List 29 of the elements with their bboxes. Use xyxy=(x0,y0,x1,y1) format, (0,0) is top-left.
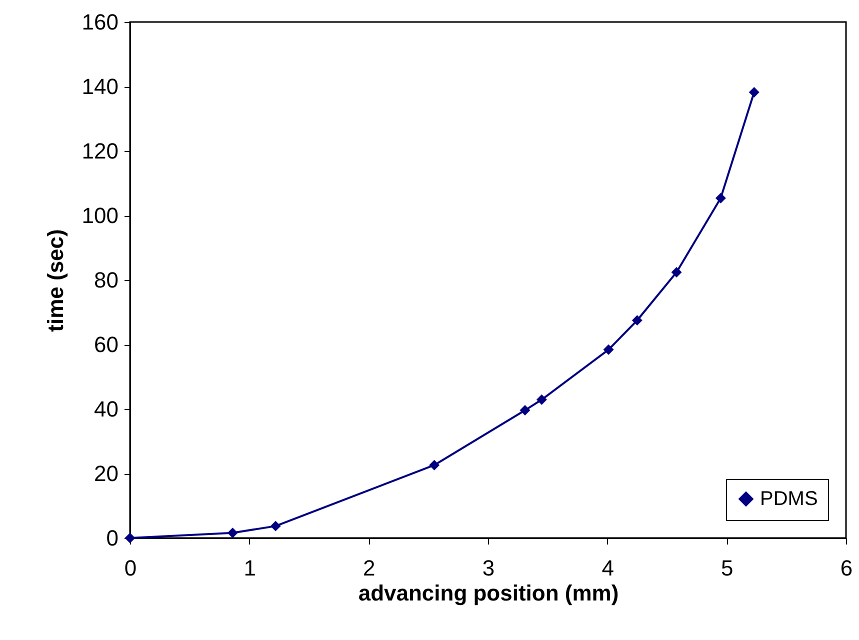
point xyxy=(603,344,614,355)
y-axis-title: time (sec) xyxy=(42,229,68,332)
y-tick-label: 20 xyxy=(94,461,118,486)
point xyxy=(748,87,760,98)
y-tick-label: 160 xyxy=(82,10,118,34)
legend-label: PDMS xyxy=(760,488,818,510)
x-tick-label: 6 xyxy=(840,556,853,580)
x-tick-label: 4 xyxy=(602,556,614,580)
point xyxy=(429,460,440,470)
x-tick-label: 0 xyxy=(124,556,137,580)
y-tick-label: 80 xyxy=(94,268,118,292)
point xyxy=(715,192,726,204)
y-tick-label: 140 xyxy=(82,74,118,99)
point xyxy=(671,267,682,278)
x-tick-label: 3 xyxy=(482,556,495,580)
y-tick-label: 100 xyxy=(82,203,118,228)
x-tick-label: 2 xyxy=(363,556,376,580)
point xyxy=(632,315,642,326)
point xyxy=(227,528,238,538)
y-tick-label: 120 xyxy=(82,138,118,164)
x-tick-label: 5 xyxy=(721,556,734,580)
y-tick-label: 40 xyxy=(94,396,118,422)
y-tick-label: 0 xyxy=(106,526,118,550)
point xyxy=(270,520,281,532)
point xyxy=(536,394,547,405)
y-tick-label: 60 xyxy=(94,332,118,357)
point xyxy=(520,405,530,416)
x-tick-label: 1 xyxy=(244,556,256,580)
x-axis-title: advancing position (mm) xyxy=(358,580,619,606)
